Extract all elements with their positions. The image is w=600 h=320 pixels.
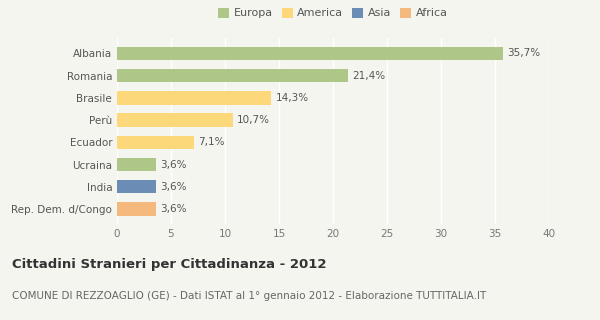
Text: COMUNE DI REZZOAGLIO (GE) - Dati ISTAT al 1° gennaio 2012 - Elaborazione TUTTITA: COMUNE DI REZZOAGLIO (GE) - Dati ISTAT a… — [12, 291, 486, 301]
Text: 21,4%: 21,4% — [352, 71, 386, 81]
Legend: Europa, America, Asia, Africa: Europa, America, Asia, Africa — [214, 3, 452, 23]
Bar — [117, 136, 194, 149]
Text: 14,3%: 14,3% — [276, 93, 309, 103]
Text: 10,7%: 10,7% — [237, 115, 270, 125]
Bar — [117, 47, 503, 60]
Bar — [117, 180, 156, 193]
Bar — [117, 113, 233, 127]
Bar — [117, 91, 271, 105]
Bar — [117, 69, 348, 82]
Text: 3,6%: 3,6% — [160, 204, 187, 214]
Bar — [117, 202, 156, 216]
Text: 35,7%: 35,7% — [507, 49, 540, 59]
Text: Cittadini Stranieri per Cittadinanza - 2012: Cittadini Stranieri per Cittadinanza - 2… — [12, 258, 326, 271]
Bar — [117, 158, 156, 171]
Text: 3,6%: 3,6% — [160, 159, 187, 170]
Text: 3,6%: 3,6% — [160, 182, 187, 192]
Text: 7,1%: 7,1% — [198, 137, 224, 147]
